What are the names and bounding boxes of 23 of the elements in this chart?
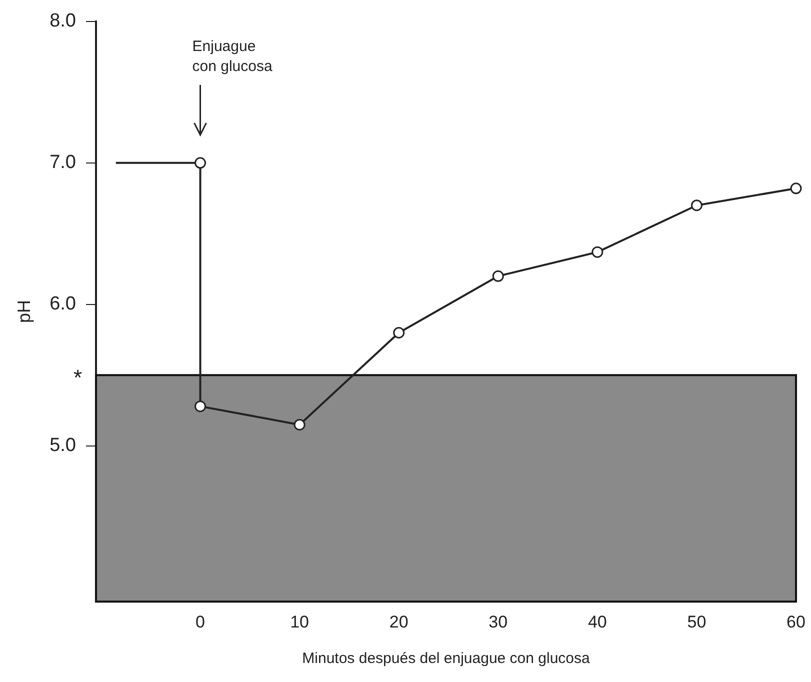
- point: [492, 270, 504, 282]
- y-tick-label: 8.0: [50, 10, 76, 32]
- point: [690, 200, 702, 212]
- x-tick-label: 0: [196, 612, 205, 632]
- point: [194, 157, 206, 169]
- point: [393, 326, 405, 338]
- x-tick-label: 30: [488, 612, 508, 632]
- x-tick-label: 50: [687, 612, 706, 632]
- x-tick-label: 10: [290, 612, 310, 632]
- annotation: Enjuague con glucosa: [192, 38, 273, 75]
- y-tick-label: 6.0: [50, 294, 76, 315]
- x-axis-title: Minutos después del enjuague con glucosa: [302, 650, 591, 668]
- point: [294, 418, 306, 430]
- band-label: *: [73, 365, 82, 390]
- point: [592, 246, 604, 258]
- y-tick-label: 5.0: [50, 435, 76, 456]
- y-tick-label: 7.0: [50, 152, 76, 174]
- x-tick-label: 60: [786, 612, 806, 632]
- y-axis-title: pH: [14, 300, 34, 324]
- point: [790, 182, 802, 194]
- x-tick-label: 20: [389, 612, 408, 632]
- point: [194, 400, 206, 412]
- x-tick-label: 40: [588, 612, 607, 632]
